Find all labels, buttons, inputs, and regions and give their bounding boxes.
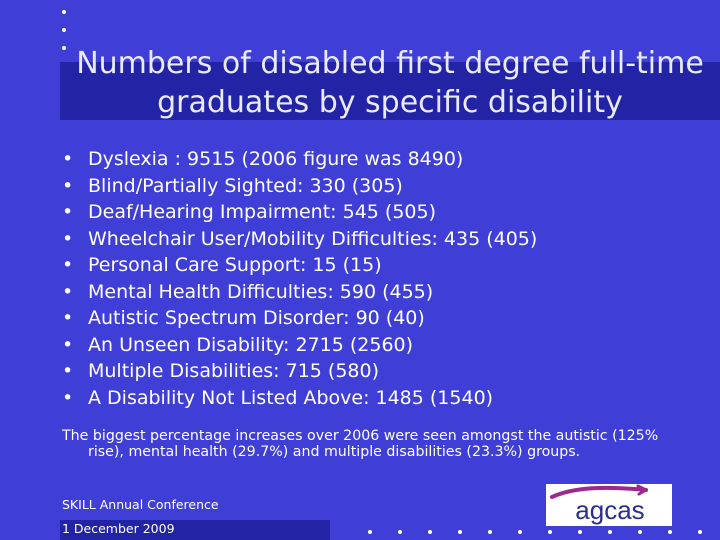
date-label: 1 December 2009 xyxy=(62,521,175,536)
bullet-list: Dyslexia : 9515 (2006 figure was 8490) B… xyxy=(62,146,702,411)
summary-text: The biggest percentage increases over 20… xyxy=(62,428,659,460)
bullet-item: An Unseen Disability: 2715 (2560) xyxy=(62,332,702,359)
bullet-item: Autistic Spectrum Disorder: 90 (40) xyxy=(62,305,702,332)
bullet-item: Personal Care Support: 15 (15) xyxy=(62,252,702,279)
decorative-dot xyxy=(488,530,492,534)
bullet-item: Wheelchair User/Mobility Difficulties: 4… xyxy=(62,226,702,253)
decorative-dot xyxy=(458,530,462,534)
logo-swoosh xyxy=(550,485,648,499)
bullet-item: Mental Health Difficulties: 590 (455) xyxy=(62,279,702,306)
decorative-dot xyxy=(518,530,522,534)
conference-label: SKILL Annual Conference xyxy=(62,497,219,512)
decorative-dot xyxy=(62,46,66,50)
agcas-logo: agcas xyxy=(546,484,672,526)
decorative-dot xyxy=(698,530,702,534)
decorative-dot xyxy=(368,530,372,534)
logo-swoosh-tip xyxy=(636,484,648,496)
decorative-dot xyxy=(668,530,672,534)
decorative-dot xyxy=(548,530,552,534)
logo-text: agcas xyxy=(575,495,644,525)
agcas-logo-graphic: agcas xyxy=(550,484,648,525)
bullet-item: Multiple Disabilities: 715 (580) xyxy=(62,358,702,385)
decorative-dot xyxy=(398,530,402,534)
decorative-dot xyxy=(638,530,642,534)
date-band xyxy=(60,520,330,540)
decorative-dot xyxy=(62,10,66,14)
slide-title: Numbers of disabled first degree full-ti… xyxy=(76,46,704,120)
bullet-item: A Disability Not Listed Above: 1485 (154… xyxy=(62,385,702,412)
decorative-dot xyxy=(578,530,582,534)
decorative-dot xyxy=(428,530,432,534)
bullet-item: Blind/Partially Sighted: 330 (305) xyxy=(62,173,702,200)
decorative-dot xyxy=(608,530,612,534)
title-band xyxy=(60,62,720,120)
bullet-item: Deaf/Hearing Impairment: 545 (505) xyxy=(62,199,702,226)
decorative-dot xyxy=(62,28,66,32)
bullet-item: Dyslexia : 9515 (2006 figure was 8490) xyxy=(62,146,702,173)
